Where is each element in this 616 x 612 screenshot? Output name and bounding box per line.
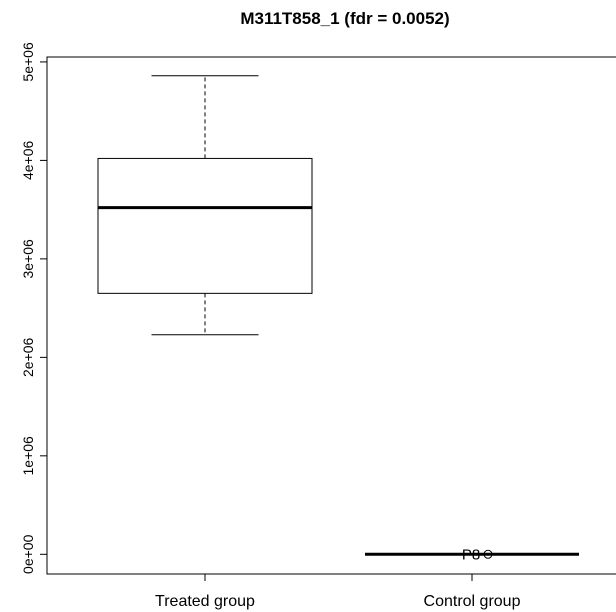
chart-title: M311T858_1 (fdr = 0.0052) xyxy=(240,9,449,28)
y-tick-label: 1e+06 xyxy=(20,436,36,476)
y-tick-label: 5e+06 xyxy=(20,42,36,82)
x-tick-label: Treated group xyxy=(155,593,255,610)
y-tick-label: 0e+00 xyxy=(20,534,36,574)
y-tick-label: 4e+06 xyxy=(20,141,36,181)
box-iqr xyxy=(97,157,313,294)
x-tick-label: Control group xyxy=(424,593,521,610)
outlier-point xyxy=(483,549,493,559)
outlier-label: P8 xyxy=(462,546,480,563)
plot-frame xyxy=(46,56,616,575)
y-tick-label: 3e+06 xyxy=(20,239,36,279)
plot-area: 0e+00 1e+06 2e+06 3e+06 4e+06 5e+06 Treated gr… xyxy=(20,42,616,610)
y-tick-label: 2e+06 xyxy=(20,337,36,377)
